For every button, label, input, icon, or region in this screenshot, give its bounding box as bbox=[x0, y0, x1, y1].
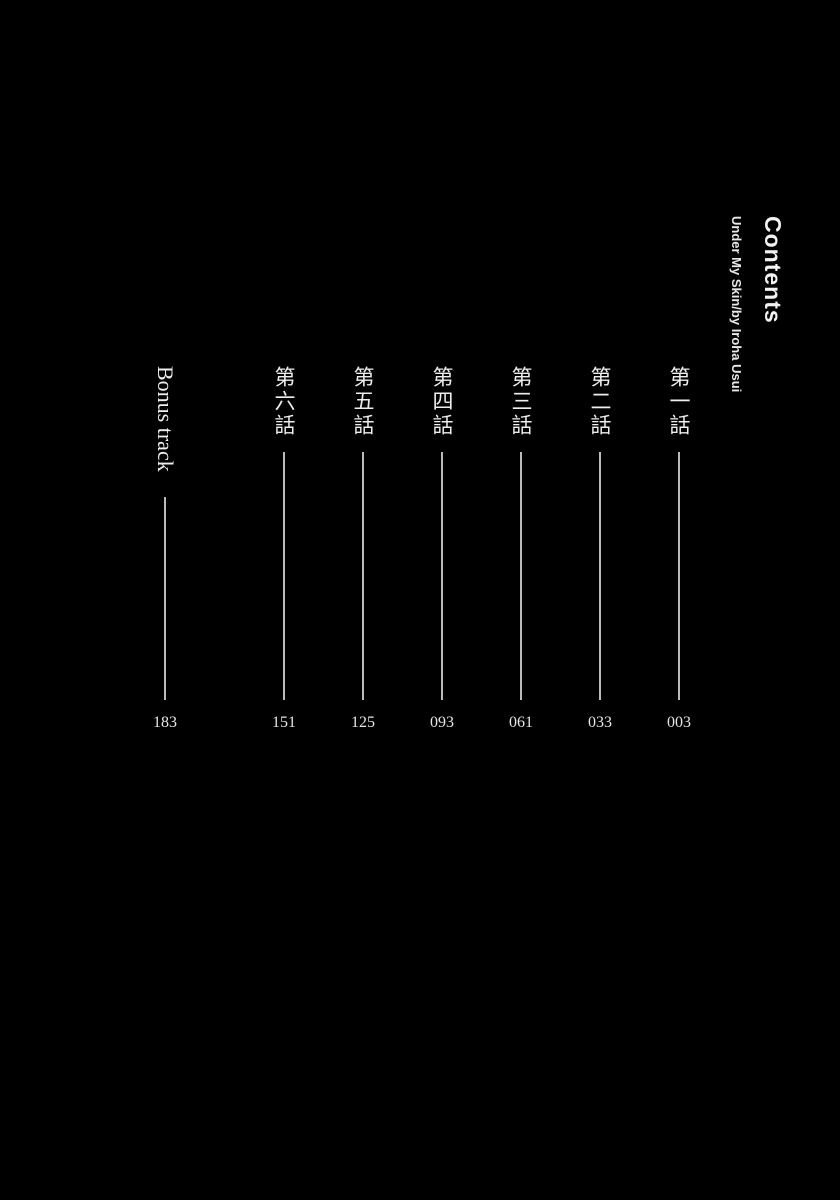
leader-line bbox=[599, 452, 601, 700]
toc-entry-chapter-5[interactable]: 第五話 125 bbox=[343, 366, 383, 736]
entry-label: 第一話 bbox=[667, 366, 691, 438]
leader-line bbox=[520, 452, 522, 700]
entry-page-number: 093 bbox=[430, 714, 454, 731]
entry-page-number: 003 bbox=[667, 714, 691, 731]
toc-entry-chapter-3[interactable]: 第三話 061 bbox=[501, 366, 541, 736]
entry-page-number: 183 bbox=[153, 714, 177, 731]
leader-line bbox=[678, 452, 680, 700]
entry-label: 第三話 bbox=[509, 366, 533, 438]
entry-label: 第五話 bbox=[351, 366, 375, 438]
entry-page-number: 033 bbox=[588, 714, 612, 731]
entry-label: 第六話 bbox=[272, 366, 296, 438]
toc-entry-chapter-1[interactable]: 第一話 003 bbox=[659, 366, 699, 736]
leader-line bbox=[283, 452, 285, 700]
entry-page-number: 061 bbox=[509, 714, 533, 731]
toc-entry-chapter-2[interactable]: 第二話 033 bbox=[580, 366, 620, 736]
leader-line bbox=[362, 452, 364, 700]
entry-label: 第二話 bbox=[588, 366, 612, 438]
leader-line bbox=[441, 452, 443, 700]
toc-entry-chapter-4[interactable]: 第四話 093 bbox=[422, 366, 462, 736]
toc-entry-bonus-track[interactable]: Bonus track 183 bbox=[145, 366, 185, 736]
entry-page-number: 151 bbox=[272, 714, 296, 731]
toc-entry-chapter-6[interactable]: 第六話 151 bbox=[264, 366, 304, 736]
entry-page-number: 125 bbox=[351, 714, 375, 731]
entry-label: 第四話 bbox=[430, 366, 454, 438]
leader-line bbox=[164, 497, 166, 700]
page-subtitle: Under My Skin/by Iroha Usui bbox=[729, 216, 744, 393]
entry-label: Bonus track bbox=[153, 366, 178, 472]
page-title: Contents bbox=[760, 216, 786, 324]
